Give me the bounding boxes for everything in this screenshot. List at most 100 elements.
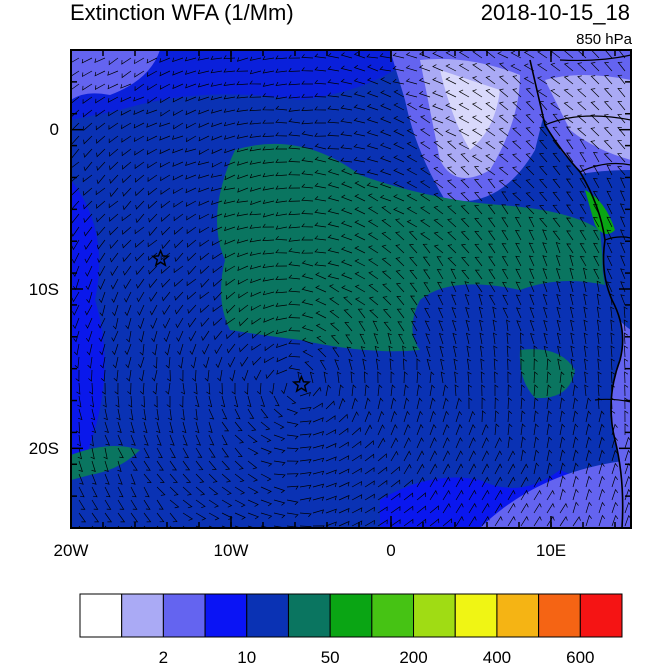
wind-barb — [315, 285, 327, 293]
wind-barb — [110, 278, 119, 290]
wind-barb — [510, 50, 522, 59]
wind-barb — [249, 133, 262, 138]
wind-barb — [161, 291, 171, 302]
wind-barb — [354, 284, 366, 293]
wind-barb — [437, 281, 444, 293]
wind-barb — [429, 463, 438, 475]
wind-barb — [172, 187, 184, 195]
wind-barb — [425, 346, 431, 358]
wind-barb — [506, 319, 511, 332]
wind-barb — [112, 304, 119, 317]
wind-barb — [249, 93, 262, 98]
wind-barb — [377, 479, 388, 488]
wind-barb — [329, 297, 340, 306]
wind-barb — [593, 229, 600, 241]
wind-barb — [317, 348, 327, 358]
wind-barb — [275, 198, 288, 203]
wind-barb — [466, 332, 471, 345]
wind-barb — [186, 213, 197, 221]
wind-barb — [423, 295, 431, 306]
wind-barb — [406, 141, 418, 150]
wind-barb — [611, 514, 619, 527]
wind-barb — [130, 473, 136, 485]
wind-barb — [263, 317, 275, 323]
wind-barb — [262, 159, 275, 164]
wind-barb — [418, 64, 431, 72]
wind-barb — [433, 127, 444, 137]
wind-barb — [327, 273, 340, 280]
wind-barb — [412, 346, 418, 358]
wind-barb — [197, 69, 210, 75]
wind-barb — [273, 473, 286, 479]
wind-barb — [379, 66, 392, 72]
wind-barb — [276, 356, 288, 363]
wind-barb — [260, 460, 273, 467]
wind-barb — [403, 450, 412, 462]
wind-barb — [610, 306, 615, 319]
wind-barb — [213, 317, 223, 327]
wind-barb — [550, 75, 561, 85]
wind-barb — [620, 268, 626, 280]
wind-barb — [525, 88, 535, 98]
wind-barb — [592, 151, 600, 163]
wind-barb — [603, 114, 613, 124]
wind-barb — [134, 57, 145, 65]
wind-barb — [299, 525, 312, 528]
colorbar-bin — [287, 593, 331, 638]
wind-barb — [420, 167, 431, 176]
wind-barb — [91, 421, 97, 433]
wind-barb — [301, 210, 314, 215]
wind-barb — [566, 191, 574, 202]
wind-barb — [260, 421, 271, 431]
wind-barb — [460, 192, 470, 202]
wind-barb — [159, 148, 171, 155]
wind-barb — [312, 402, 323, 410]
wind-barb — [494, 463, 503, 475]
wind-barb — [168, 421, 174, 434]
wind-barb — [197, 56, 210, 61]
wind-barb — [125, 317, 132, 330]
wind-barb — [273, 499, 286, 506]
wind-barb — [583, 345, 589, 358]
wind-barb — [288, 340, 301, 345]
wind-barb — [525, 140, 535, 150]
wind-barb — [160, 187, 171, 195]
wind-barb — [405, 78, 418, 85]
wind-barb — [617, 87, 626, 98]
wind-barb — [141, 395, 145, 408]
wind-barb — [507, 450, 516, 462]
wind-barb — [161, 213, 171, 223]
wind-barb — [367, 64, 379, 72]
wind-barb — [172, 96, 184, 103]
wind-barb — [395, 257, 405, 267]
wind-barb — [559, 462, 566, 475]
wind-barb — [566, 217, 574, 228]
wind-barb — [195, 486, 206, 496]
wind-barb — [99, 343, 106, 356]
wind-barb — [340, 207, 353, 215]
wind-barb — [474, 217, 483, 228]
wind-barb — [160, 109, 171, 117]
wind-barb — [403, 384, 409, 397]
wind-barb — [442, 518, 453, 527]
wind-barb — [111, 343, 119, 356]
wind-barb — [137, 317, 145, 330]
wind-barb — [327, 79, 340, 85]
wind-barb — [223, 81, 236, 86]
wind-barb — [121, 57, 132, 65]
wind-barb — [221, 434, 228, 446]
wind-barb — [566, 230, 574, 241]
wind-barb — [473, 166, 483, 176]
wind-barb — [288, 211, 301, 216]
wind-barb — [327, 155, 340, 163]
wind-barb — [177, 343, 184, 356]
wind-barb — [340, 157, 353, 163]
wind-barb — [396, 295, 405, 306]
wind-barb — [124, 304, 132, 317]
wind-barb — [327, 195, 340, 202]
wind-barb — [273, 408, 284, 418]
wind-barb — [498, 140, 509, 150]
wind-barb — [452, 332, 457, 345]
wind-barb — [221, 421, 230, 432]
wind-barb — [234, 434, 245, 444]
